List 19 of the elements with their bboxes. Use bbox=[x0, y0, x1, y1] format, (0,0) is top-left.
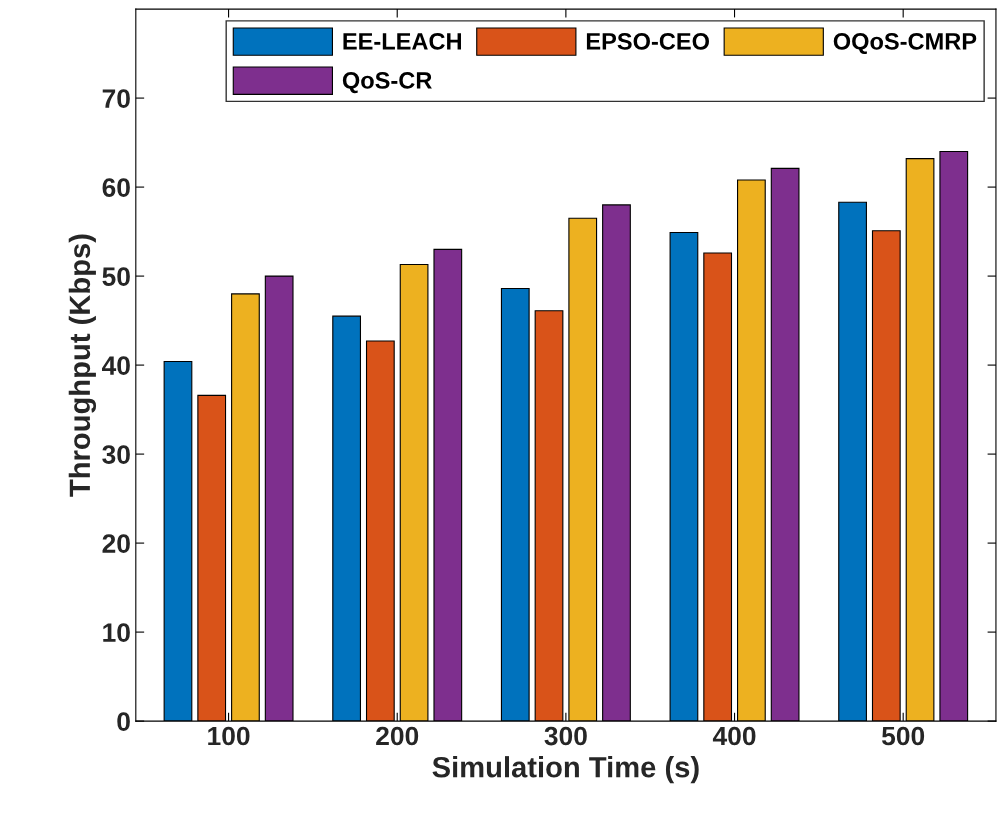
y-tick-label: 30 bbox=[102, 445, 130, 464]
legend-label: EPSO-CEO bbox=[586, 32, 709, 50]
y-tick-label: 0 bbox=[117, 712, 130, 731]
y-axis-title: Throughput (Kbps) bbox=[68, 234, 97, 497]
y-tick-label: 20 bbox=[102, 534, 130, 553]
legend-label: OQoS-CMRP bbox=[833, 32, 977, 55]
x-axis-title: Simulation Time (s) bbox=[432, 756, 699, 784]
y-tick-label: 50 bbox=[102, 267, 130, 286]
y-tick-label: 40 bbox=[102, 356, 130, 375]
y-tick-label: 70 bbox=[102, 89, 130, 108]
legend-label: QoS-CR bbox=[342, 72, 432, 94]
x-tick-label: 200 bbox=[376, 726, 419, 746]
x-tick-label: 300 bbox=[544, 726, 587, 746]
x-tick-label: 500 bbox=[881, 726, 925, 746]
legend-label: EE-LEACH bbox=[343, 32, 461, 50]
x-tick-label: 400 bbox=[712, 726, 756, 746]
x-tick-label: 100 bbox=[208, 726, 250, 746]
y-tick-label: 10 bbox=[103, 623, 130, 642]
y-tick-label: 60 bbox=[102, 178, 130, 197]
